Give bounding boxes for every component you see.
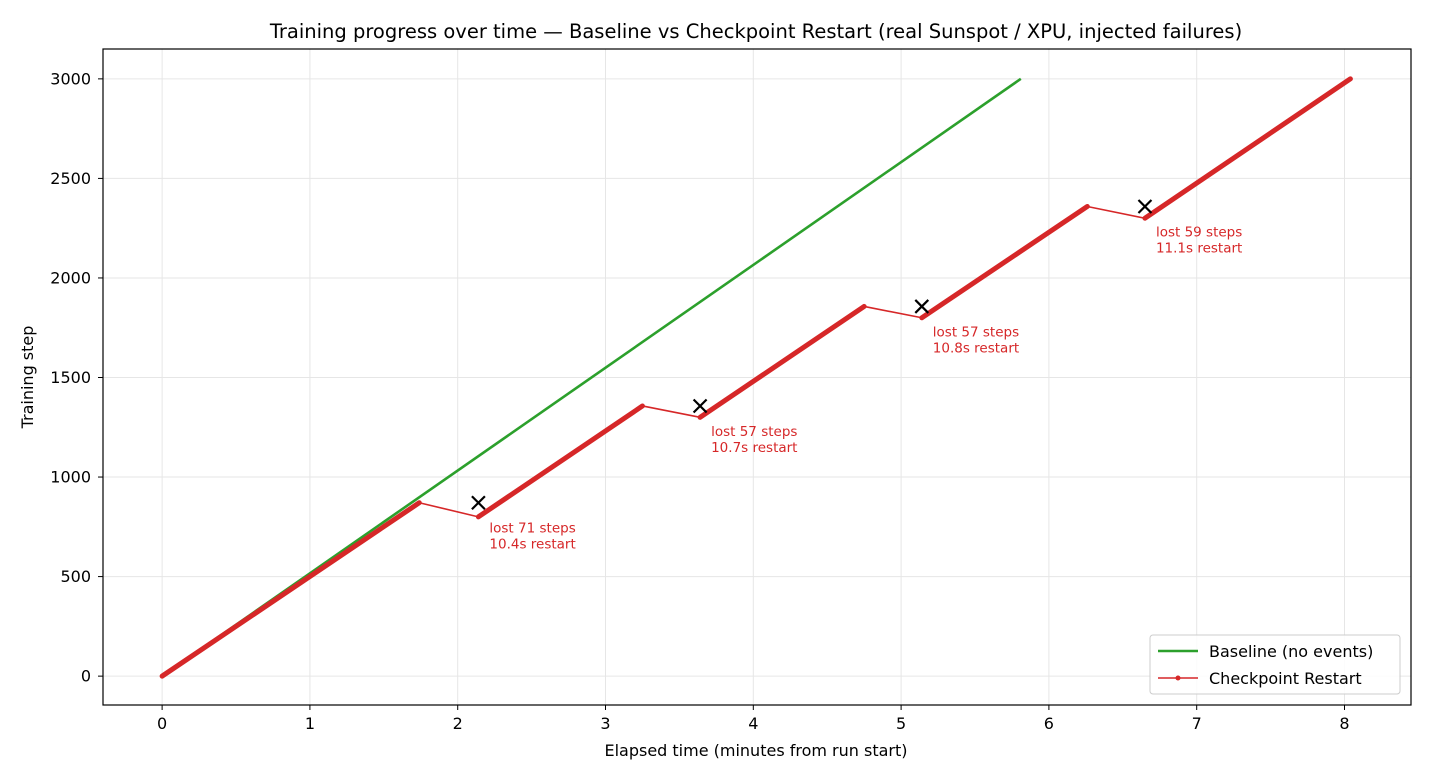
x-tick-label: 4: [748, 714, 758, 733]
failure-marker: [471, 495, 486, 511]
failure-marker: [1137, 199, 1153, 214]
restart-training-segment: [159, 500, 422, 679]
legend: Baseline (no events) Checkpoint Restart: [1149, 634, 1401, 695]
restart-rollback-segment: [641, 405, 701, 419]
y-tick-label: 1500: [50, 368, 91, 387]
failure-annotation-restart-time: 10.8s restart: [933, 340, 1019, 356]
x-axis-label: Elapsed time (minutes from run start): [604, 741, 907, 760]
x-tick-label: 0: [157, 714, 167, 733]
baseline-line: [161, 77, 1022, 678]
legend-marker-restart: [1175, 675, 1181, 681]
series-layer: [159, 76, 1353, 679]
y-tick-label: 3000: [50, 69, 91, 88]
restart-training-segment: [697, 303, 867, 420]
failure-marker: [914, 299, 930, 314]
y-tick-label: 1000: [50, 468, 91, 487]
y-tick-label: 500: [60, 567, 91, 586]
legend-label-restart: Checkpoint Restart: [1209, 669, 1362, 688]
restart-rollback-segment: [418, 501, 480, 518]
y-axis-label: Training step: [18, 326, 37, 430]
x-tick-label: 6: [1044, 714, 1054, 733]
restart-rollback-segment: [1086, 205, 1146, 220]
failure-annotation-restart-time: 10.4s restart: [489, 537, 575, 553]
x-tick-label: 3: [600, 714, 610, 733]
failure-annotation-lost-steps: lost 57 steps: [933, 324, 1019, 340]
x-tick-label: 8: [1339, 714, 1349, 733]
failure-marker: [692, 398, 708, 414]
failure-annotation-lost-steps: lost 59 steps: [1156, 224, 1242, 240]
y-tick-label: 2000: [50, 268, 91, 287]
y-tick-label: 2500: [50, 169, 91, 188]
failure-annotation-lost-steps: lost 57 steps: [711, 424, 797, 440]
chart-title: Training progress over time — Baseline v…: [269, 20, 1242, 43]
y-tick-label: 0: [81, 667, 91, 686]
ticks: 0 1 2 3 4 5 6 7 8 0 500 1000 1500 2000 2500 3000: [50, 69, 1349, 733]
restart-training-segment: [475, 403, 645, 520]
x-tick-label: 5: [896, 714, 906, 733]
restart-rollback-segment: [863, 305, 923, 319]
failure-annotation-restart-time: 10.7s restart: [711, 440, 797, 456]
x-tick-label: 2: [453, 714, 463, 733]
failure-annotation-restart-time: 11.1s restart: [1156, 240, 1242, 256]
restart-training-segment: [919, 203, 1090, 321]
legend-box: [1149, 634, 1401, 695]
x-tick-label: 7: [1192, 714, 1202, 733]
x-tick-label: 1: [305, 714, 315, 733]
restart-training-segment: [1142, 76, 1353, 221]
failure-annotation-lost-steps: lost 71 steps: [489, 521, 575, 537]
legend-label-baseline: Baseline (no events): [1209, 642, 1373, 661]
